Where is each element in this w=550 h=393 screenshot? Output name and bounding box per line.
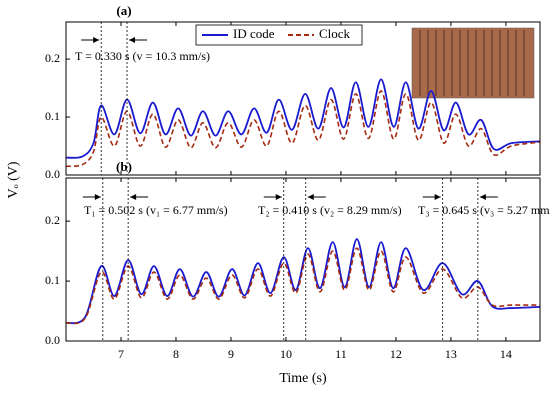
frame <box>65 177 541 342</box>
legend-label: Clock <box>319 26 351 41</box>
annotation: T₂ = 0.410 s (v₂ = 8.29 mm/s) <box>258 203 402 217</box>
plot-area <box>66 238 540 325</box>
x-tick-label: 8 <box>173 347 179 361</box>
annotation: T₃ = 0.645 s (v₃ = 5.27 mm/s) <box>418 203 550 217</box>
x-tick-label: 7 <box>118 347 124 361</box>
x-tick-label: 12 <box>390 347 402 361</box>
annotation: T₁ = 0.502 s (v₁ = 6.77 mm/s) <box>84 203 228 217</box>
panel-label: (b) <box>116 159 132 174</box>
x-tick-label: 10 <box>280 347 292 361</box>
frame <box>65 21 541 176</box>
x-tick-label: 11 <box>335 347 347 361</box>
x-axis-label: Time (s) <box>279 371 327 386</box>
legend-label: ID code <box>233 26 275 41</box>
plot-area <box>66 78 540 168</box>
y-tick-label: 0.0 <box>45 333 60 347</box>
y-tick-label: 0.2 <box>45 213 60 227</box>
y-tick-label: 0.1 <box>45 109 60 123</box>
series-line <box>66 90 540 168</box>
arrow-head <box>129 37 136 43</box>
arrow-head <box>94 194 101 200</box>
y-tick-label: 0.0 <box>45 167 60 181</box>
x-tick-label: 13 <box>445 347 457 361</box>
x-tick-label: 14 <box>500 347 512 361</box>
arrow-head <box>479 194 486 200</box>
series-line <box>66 78 540 159</box>
arrow-head <box>434 194 441 200</box>
panel-label: (a) <box>116 3 131 18</box>
legend: ID code Clock <box>195 24 363 46</box>
legend-box <box>195 24 363 46</box>
arrow-head <box>307 194 314 200</box>
series-line <box>66 238 540 325</box>
annotation: T = 0.330 s (v = 10.3 mm/s) <box>75 49 210 63</box>
arrow-head <box>130 194 137 200</box>
arrow-head <box>93 37 100 43</box>
series-line <box>66 247 540 325</box>
y-axis-label: Vₒ (V) <box>6 161 21 198</box>
x-tick-label: 9 <box>228 347 234 361</box>
inset-photo <box>411 27 535 99</box>
arrow-head <box>275 194 282 200</box>
y-tick-label: 0.1 <box>45 273 60 287</box>
y-tick-label: 0.2 <box>45 51 60 65</box>
